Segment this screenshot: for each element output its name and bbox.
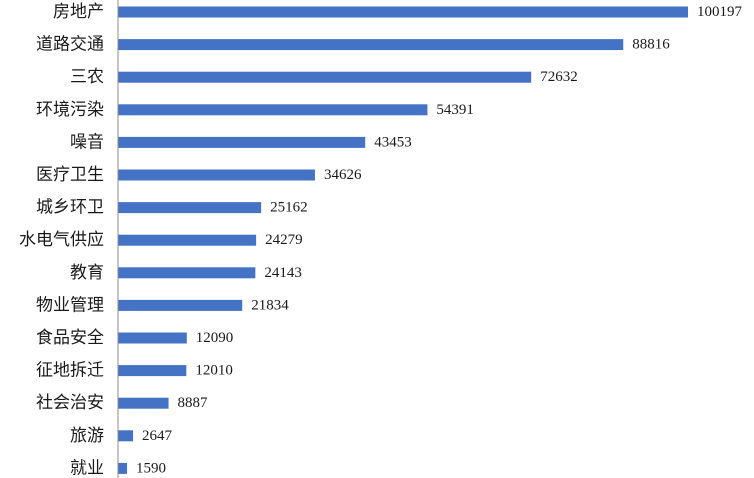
category-label: 城乡环卫	[36, 198, 104, 218]
data-label: 1590	[136, 460, 166, 476]
category-label: 房地产	[53, 2, 104, 22]
bar	[118, 365, 187, 377]
data-label: 88816	[632, 37, 670, 53]
category-label: 社会治安	[36, 393, 104, 413]
data-label: 2647	[142, 428, 173, 444]
bar	[118, 6, 688, 18]
category-label: 教育	[70, 263, 104, 283]
data-label: 8887	[178, 395, 209, 411]
bar	[118, 39, 624, 51]
data-label: 43453	[374, 134, 412, 150]
bars-layer	[118, 6, 688, 474]
data-label: 34626	[324, 167, 362, 183]
bar	[118, 234, 257, 246]
category-label: 物业管理	[36, 295, 104, 315]
category-label: 医疗卫生	[36, 165, 104, 185]
bar	[118, 104, 428, 116]
category-label: 征地拆迁	[36, 361, 104, 381]
bar	[118, 71, 532, 83]
bar	[118, 136, 366, 148]
bar	[118, 397, 169, 409]
data-label: 12090	[196, 330, 234, 346]
data-label: 25162	[270, 200, 308, 216]
category-label: 三农	[70, 67, 104, 87]
bar	[118, 430, 134, 442]
category-label: 旅游	[70, 426, 104, 446]
category-label: 就业	[70, 458, 104, 478]
category-labels-layer: 房地产道路交通三农环境污染噪音医疗卫生城乡环卫水电气供应教育物业管理食品安全征地…	[19, 2, 104, 478]
data-label: 24279	[265, 232, 303, 248]
data-label: 72632	[540, 69, 578, 85]
data-label: 24143	[264, 265, 302, 281]
data-label: 12010	[195, 363, 233, 379]
category-label: 环境污染	[36, 100, 104, 120]
category-label: 食品安全	[36, 328, 104, 348]
bar	[118, 169, 315, 181]
bar	[118, 202, 262, 214]
category-label: 噪音	[70, 132, 104, 152]
bar	[118, 462, 128, 474]
data-label: 21834	[251, 297, 289, 313]
bar	[118, 299, 243, 311]
category-label: 水电气供应	[19, 230, 104, 250]
data-label: 100197	[697, 4, 743, 20]
value-labels-layer: 100197 88816 72632 54391 43453 34626 25162 2427…	[136, 4, 742, 476]
bar	[118, 267, 256, 279]
data-label: 54391	[436, 102, 474, 118]
category-label: 道路交通	[36, 35, 104, 55]
bar	[118, 332, 187, 344]
